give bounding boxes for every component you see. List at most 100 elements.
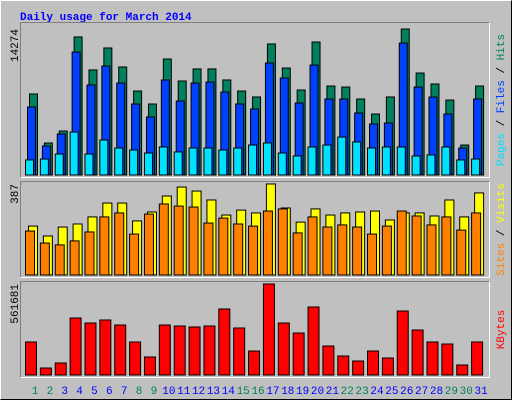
bar [292,155,302,176]
bar [84,322,97,376]
bar [218,217,229,276]
x-tick-label: 1 [32,386,39,398]
bar [367,233,378,276]
bar [381,146,391,176]
y-tick-label: 561681 [10,284,22,324]
y-tick-label: 14274 [10,29,22,62]
x-tick-label: 5 [91,386,98,398]
bar [381,225,392,276]
bar [352,360,365,376]
x-tick-label: 24 [370,386,384,398]
legend-entry: KBytes [496,310,508,350]
bar [69,240,80,276]
x-tick-label: 18 [281,386,294,398]
legend-entry: Pages [496,133,508,166]
bar [218,308,231,376]
bar [233,223,244,276]
bar [143,152,153,176]
bar [322,345,335,376]
bar [203,222,214,276]
panel-border-dark [20,22,490,178]
chart-title: Daily usage for March 2014 [20,12,192,24]
bar [173,151,183,176]
x-tick-label: 2 [47,386,54,398]
x-tick-label: 16 [251,386,264,398]
bar [352,226,363,276]
bar [426,341,439,376]
bar [233,147,243,176]
x-tick-label: 25 [385,386,398,398]
legend-entry: Files [496,80,508,113]
x-tick-label: 22 [341,386,354,398]
x-tick-label: 8 [136,386,143,398]
legend-separator: / [496,223,508,243]
bar [411,155,421,176]
bar [456,229,467,276]
legend-entry: Sites [496,243,508,276]
bar [54,244,65,276]
bar [39,367,52,376]
bar [396,310,409,376]
bar [84,231,95,276]
bar [471,341,484,376]
bar [367,350,380,376]
bar [307,306,320,376]
bar [188,206,199,276]
bar [381,357,394,376]
bar [158,324,171,376]
legend-entry: Hits [496,34,508,60]
x-tick-label: 20 [311,386,324,398]
bar [99,319,112,376]
bar [456,159,466,176]
bar [114,212,125,276]
bar [411,329,424,376]
bar [396,146,406,176]
bar [262,142,272,176]
panel-border-dark [20,281,490,378]
bar [25,159,34,176]
x-tick-label: 17 [266,386,279,398]
bar [25,230,35,276]
bar [99,139,109,176]
bar [456,364,469,376]
panel-border-light [20,181,490,278]
legend-separator: / [496,113,508,133]
x-tick-label: 19 [296,386,309,398]
bar [54,153,64,176]
bar [352,141,362,176]
legend-entry: Visits [496,183,508,223]
bar [188,326,201,376]
bar [441,216,452,276]
bar [114,324,127,376]
x-tick-label: 9 [151,386,158,398]
bar [203,325,216,376]
bar [277,322,290,376]
bar [441,343,454,376]
bar [337,136,347,176]
bar [173,205,184,276]
x-tick-label: 4 [76,386,83,398]
x-tick-label: 13 [207,386,220,398]
bar [114,147,124,176]
bar [129,341,142,376]
bar [25,341,37,376]
x-tick-label: 15 [237,386,250,398]
bar [426,224,437,276]
bar [218,149,228,176]
bar [277,152,287,176]
x-tick-label: 29 [445,386,458,398]
bar [248,144,258,176]
bar [54,362,67,376]
bar [143,356,156,376]
bar [233,327,246,376]
bar [292,332,305,376]
x-tick-label: 21 [326,386,340,398]
bar [411,215,422,276]
bar [262,210,273,276]
bar [188,147,198,176]
x-tick-label: 31 [474,386,488,398]
x-tick-label: 14 [222,386,236,398]
x-tick-label: 7 [121,386,128,398]
bar [322,144,332,176]
